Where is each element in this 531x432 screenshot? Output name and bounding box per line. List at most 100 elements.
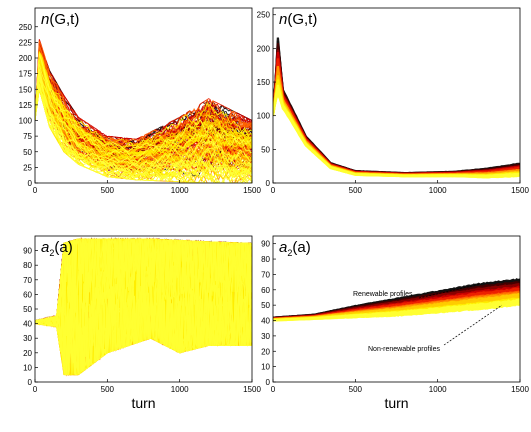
chart-p2: 0 50 100 150 200 250 0 500 1000 1500 n(G,t) — [257, 7, 529, 195]
y-tick-label: 80 — [261, 255, 270, 264]
y-tick-label: 0 — [266, 378, 271, 387]
series-group — [35, 39, 252, 183]
y-tick-label: 10 — [23, 363, 32, 372]
annotation-pointer — [418, 283, 483, 299]
y-tick-label: 250 — [19, 23, 33, 32]
plot-title: a2(a) — [41, 239, 73, 258]
series-line — [273, 52, 520, 176]
series-line — [35, 67, 252, 166]
y-tick-label: 50 — [23, 148, 32, 157]
y-tick-label: 60 — [261, 286, 270, 295]
series-line — [35, 53, 252, 158]
y-tick-label: 20 — [261, 347, 270, 356]
series-line — [35, 68, 252, 172]
series-line — [273, 65, 520, 176]
series-line — [273, 79, 520, 177]
series-line — [273, 58, 520, 176]
series-line — [273, 79, 520, 177]
plot-frame — [272, 235, 521, 383]
annotation-label: Non-renewable profiles — [368, 346, 440, 353]
series-line — [273, 74, 520, 177]
series-line — [35, 84, 252, 180]
x-tick-label: 500 — [101, 186, 115, 195]
series-group — [35, 237, 252, 377]
series-line — [273, 51, 520, 176]
series-line — [273, 46, 520, 175]
x-tick-label: 1500 — [243, 385, 261, 394]
series-line — [35, 73, 252, 173]
x-tick-label: 500 — [349, 385, 363, 394]
y-tick-label: 100 — [257, 112, 271, 121]
y-tick-label: 75 — [23, 132, 32, 141]
y-tick-label: 30 — [261, 332, 270, 341]
chart-p1: 0 25 50 75 100 125 150 175 200 225 250 0 500 1000 1500… — [19, 7, 261, 195]
series-line — [273, 52, 520, 176]
series-line — [273, 54, 520, 176]
y-tick-label: 20 — [23, 349, 32, 358]
series-line — [273, 77, 520, 177]
series-line — [273, 79, 520, 177]
plot-title: n(G,t) — [41, 11, 79, 28]
y-tick-label: 125 — [19, 101, 33, 110]
series-line — [35, 84, 252, 182]
y-tick-label: 0 — [28, 179, 33, 188]
series-line — [273, 72, 520, 177]
series-line — [273, 62, 520, 176]
series-line — [273, 74, 520, 177]
series-line — [273, 43, 520, 175]
y-tick-label: 175 — [19, 70, 33, 79]
series-line — [273, 53, 520, 176]
series-line — [273, 80, 520, 177]
y-tick-label: 225 — [19, 38, 33, 47]
series-line — [35, 49, 252, 151]
x-tick-label: 500 — [349, 186, 363, 195]
y-tick-label: 70 — [23, 276, 32, 285]
series-line — [273, 84, 520, 178]
series-line — [273, 54, 520, 176]
x-tick-label: 0 — [33, 385, 38, 394]
y-tick-label: 40 — [261, 317, 270, 326]
x-tick-label: 1500 — [243, 186, 261, 195]
series-line — [273, 49, 520, 175]
annotation-pointer — [443, 304, 503, 346]
series-line — [273, 68, 520, 176]
series-line — [273, 47, 520, 175]
y-tick-label: 30 — [23, 334, 32, 343]
plot-frame — [34, 7, 253, 184]
y-tick-label: 0 — [266, 179, 271, 188]
x-tick-label: 1000 — [171, 186, 189, 195]
series-line — [273, 42, 520, 175]
series-line — [273, 70, 520, 177]
series-line — [273, 74, 520, 177]
series-line — [273, 47, 520, 175]
series-line — [273, 48, 520, 175]
x-tick-label: 1000 — [429, 186, 447, 195]
x-axis-label: turn — [131, 395, 155, 411]
x-tick-label: 1500 — [511, 186, 529, 195]
series-line — [273, 46, 520, 175]
y-tick-label: 80 — [23, 261, 32, 270]
x-tick-label: 0 — [271, 385, 276, 394]
y-tick-label: 60 — [23, 290, 32, 299]
y-tick-label: 70 — [261, 270, 270, 279]
series-line — [273, 64, 520, 176]
series-line — [273, 90, 520, 179]
x-tick-label: 1000 — [429, 385, 447, 394]
series-line — [273, 37, 520, 175]
y-tick-label: 90 — [23, 247, 32, 256]
series-line — [273, 83, 520, 178]
series-line — [35, 238, 252, 323]
series-line — [273, 83, 520, 178]
series-line — [273, 79, 520, 177]
series-line — [273, 303, 520, 322]
series-line — [273, 87, 520, 179]
series-line — [35, 86, 252, 183]
y-tick-label: 50 — [261, 301, 270, 310]
y-tick-label: 150 — [257, 78, 271, 87]
series-line — [35, 63, 252, 163]
y-tick-label: 200 — [19, 54, 33, 63]
chart-p4: 0 10 20 30 40 50 60 70 80 90 0 500 1000 1500 a2(a) turn… — [261, 235, 529, 411]
x-tick-label: 1500 — [511, 385, 529, 394]
